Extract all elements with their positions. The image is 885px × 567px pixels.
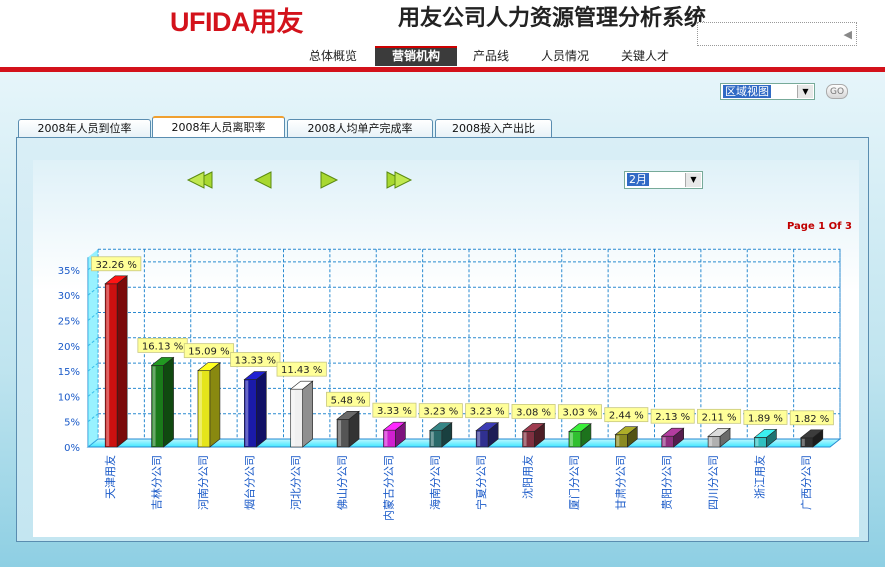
chevron-down-icon[interactable]: ▼ [797,85,813,98]
month-select-value: 2月 [627,173,649,186]
view-select-value: 区域视图 [723,85,771,98]
chart-area [33,160,859,537]
header-divider [0,67,885,72]
page-indicator: Page 1 Of 3 [787,221,852,232]
chevron-down-icon[interactable]: ▼ [685,173,701,187]
tab-turnover-rate[interactable]: 2008年人员离职率 [152,116,285,138]
last-page-icon[interactable] [383,170,413,190]
nav-item-key-talent[interactable]: 关键人才 [620,49,669,63]
first-page-icon[interactable] [186,170,216,190]
nav-item-personnel[interactable]: 人员情况 [540,49,589,63]
prev-page-icon[interactable] [252,170,274,190]
month-select[interactable]: 2月 ▼ [624,171,703,189]
header: UFIDA用友 用友公司人力资源管理分析系统 ◀ [0,0,885,46]
view-select[interactable]: 区域视图 ▼ [720,83,815,100]
tab-input-output-ratio[interactable]: 2008投入产出比 [435,119,552,138]
triangle-left-icon: ◀ [843,28,852,41]
tab-staffing-rate[interactable]: 2008年人员到位率 [18,119,151,138]
nav-item-sales-org[interactable]: 营销机构 [375,46,457,66]
ufida-logo: UFIDA用友 [170,7,304,37]
main-nav: 总体概览 营销机构 产品线 人员情况 关键人才 [0,46,885,66]
next-page-icon[interactable] [318,170,340,190]
app-title: 用友公司人力资源管理分析系统 [398,6,707,30]
nav-item-overview[interactable]: 总体概览 [308,49,357,63]
tab-per-capita-output[interactable]: 2008人均单产完成率 [287,119,433,138]
go-button[interactable]: GO [826,84,848,99]
nav-item-product-line[interactable]: 产品线 [472,49,509,63]
top-input-box[interactable]: ◀ [697,22,857,46]
